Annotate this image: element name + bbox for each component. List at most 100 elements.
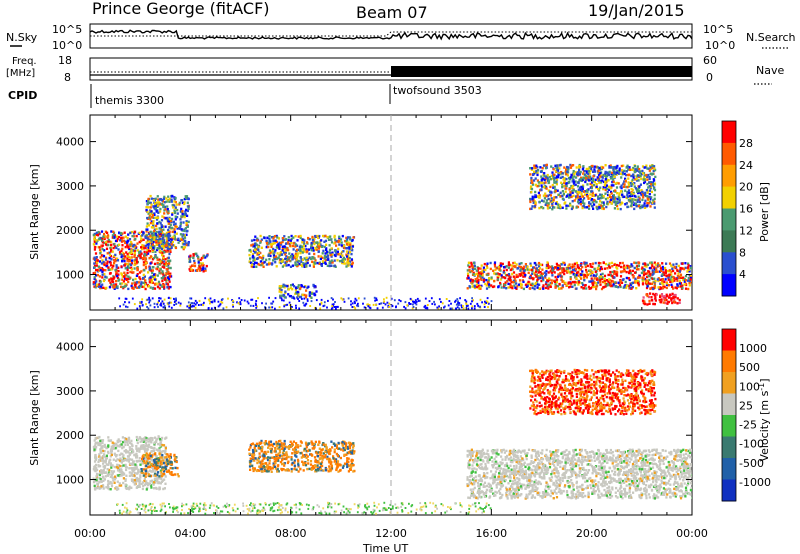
echo-cell xyxy=(305,241,309,244)
echo-cell xyxy=(660,293,664,296)
echo-cell xyxy=(650,181,653,184)
echo-cell xyxy=(598,189,601,192)
echo-cell xyxy=(115,235,118,238)
freq-unit: [MHz] xyxy=(6,68,35,79)
echo-cell xyxy=(132,460,135,463)
echo-cell xyxy=(103,249,106,252)
echo-cell xyxy=(619,185,622,189)
echo-cell xyxy=(518,273,521,276)
echo-cell xyxy=(475,269,478,272)
echo-cell xyxy=(111,234,114,237)
echo-cell xyxy=(178,227,182,230)
echo-cell xyxy=(139,460,142,463)
echo-cell xyxy=(164,277,167,280)
echo-cell xyxy=(191,302,194,305)
echo-cell xyxy=(209,302,211,305)
echo-cell xyxy=(627,185,631,188)
echo-cell xyxy=(93,264,97,268)
echo-cell xyxy=(331,253,334,256)
echo-cell xyxy=(116,458,119,461)
echo-cell xyxy=(257,262,260,266)
echo-cell xyxy=(633,198,636,201)
echo-cell xyxy=(545,187,548,190)
echo-cell xyxy=(174,225,177,228)
echo-cell xyxy=(151,297,154,300)
echo-cell xyxy=(296,296,299,299)
echo-cell xyxy=(629,182,632,185)
echo-cell xyxy=(255,304,257,306)
echo-cell xyxy=(256,257,260,260)
echo-cell xyxy=(93,484,96,488)
echo-cell xyxy=(576,264,579,267)
echo-cell xyxy=(630,198,633,202)
echo-cell xyxy=(175,203,178,206)
echo-cell xyxy=(621,270,624,273)
echo-cell xyxy=(568,286,571,289)
echo-cell xyxy=(524,274,527,277)
echo-cell xyxy=(291,306,293,308)
echo-cell xyxy=(178,203,181,206)
echo-cell xyxy=(638,200,641,204)
echo-cell xyxy=(490,284,493,287)
echo-cell xyxy=(533,287,536,291)
echo-cell xyxy=(624,280,627,284)
echo-cell xyxy=(614,182,617,185)
echo-cell xyxy=(270,263,273,266)
echo-cell xyxy=(594,274,597,278)
echo-cell xyxy=(165,282,168,286)
echo-cell xyxy=(93,460,97,463)
echo-cell xyxy=(472,273,475,276)
echo-cell xyxy=(143,285,146,289)
echo-cell xyxy=(684,266,687,270)
echo-cell xyxy=(473,267,476,270)
echo-cell xyxy=(645,265,648,268)
echo-cell xyxy=(573,273,576,277)
echo-cell xyxy=(165,234,168,238)
echo-cell xyxy=(294,288,297,292)
echo-cell xyxy=(564,190,567,193)
echo-cell xyxy=(572,164,575,167)
echo-cell xyxy=(139,250,142,253)
echo-cell xyxy=(118,235,121,239)
echo-cell xyxy=(471,300,473,303)
echo-cell xyxy=(184,227,187,230)
echo-cell xyxy=(189,265,192,268)
echo-cell xyxy=(130,266,133,269)
echo-cell xyxy=(287,293,290,296)
echo-cell xyxy=(583,284,586,287)
echo-cell xyxy=(582,184,585,187)
echo-cell xyxy=(472,271,475,275)
echo-cell xyxy=(668,269,671,272)
echo-cell xyxy=(484,268,487,272)
echo-cell xyxy=(488,285,491,289)
echo-cell xyxy=(601,276,604,279)
echo-cell xyxy=(566,284,569,287)
echo-cell xyxy=(627,189,630,192)
echo-cell xyxy=(128,485,131,488)
echo-cell xyxy=(276,252,279,255)
echo-cell xyxy=(155,235,159,238)
echo-cell xyxy=(272,247,275,251)
echo-cell xyxy=(543,271,546,274)
echo-cell xyxy=(549,190,552,194)
echo-cell xyxy=(103,273,106,276)
echo-cell xyxy=(640,177,643,181)
echo-cell xyxy=(133,303,136,306)
echo-cell xyxy=(550,165,553,168)
echo-cell xyxy=(180,238,183,242)
echo-cell xyxy=(629,193,633,196)
echo-cell xyxy=(673,293,676,297)
echo-cell xyxy=(601,175,604,179)
echo-cell xyxy=(168,278,171,281)
echo-cell xyxy=(135,476,139,480)
echo-cell xyxy=(108,286,111,289)
echo-cell xyxy=(287,241,290,244)
echo-cell xyxy=(555,262,558,266)
colorbar-tick-label: 24 xyxy=(739,159,753,172)
echo-cell xyxy=(304,258,307,261)
echo-cell xyxy=(646,178,649,181)
echo-cell xyxy=(670,264,673,267)
echo-cell xyxy=(194,299,197,302)
echo-cell xyxy=(651,262,654,266)
echo-cell xyxy=(514,279,517,283)
